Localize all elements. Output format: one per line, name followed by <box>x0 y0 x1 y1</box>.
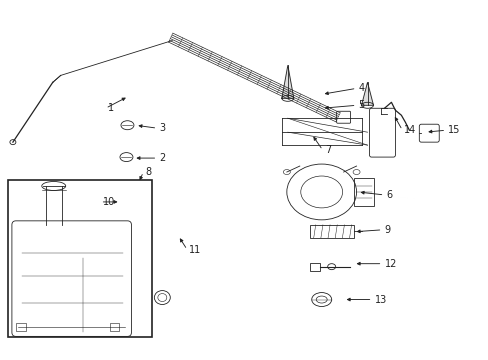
Bar <box>109 323 119 332</box>
Text: 6: 6 <box>386 190 392 200</box>
Text: 13: 13 <box>374 294 386 305</box>
Polygon shape <box>281 66 293 98</box>
Text: 10: 10 <box>102 197 115 207</box>
Text: 3: 3 <box>159 123 165 133</box>
Bar <box>8 180 152 337</box>
Text: 8: 8 <box>145 167 151 177</box>
Text: 9: 9 <box>384 225 390 235</box>
Bar <box>353 178 373 206</box>
Bar <box>16 323 26 332</box>
Text: 5: 5 <box>358 100 364 110</box>
Bar <box>309 225 353 238</box>
Text: 2: 2 <box>159 153 165 163</box>
Polygon shape <box>361 82 373 105</box>
Text: 4: 4 <box>358 84 364 93</box>
Bar <box>309 263 319 271</box>
Text: 7: 7 <box>324 145 330 155</box>
Text: 15: 15 <box>447 125 460 135</box>
Text: 1: 1 <box>107 103 113 113</box>
Text: 11: 11 <box>189 245 201 255</box>
Text: 14: 14 <box>404 125 416 135</box>
Text: 12: 12 <box>384 259 396 269</box>
